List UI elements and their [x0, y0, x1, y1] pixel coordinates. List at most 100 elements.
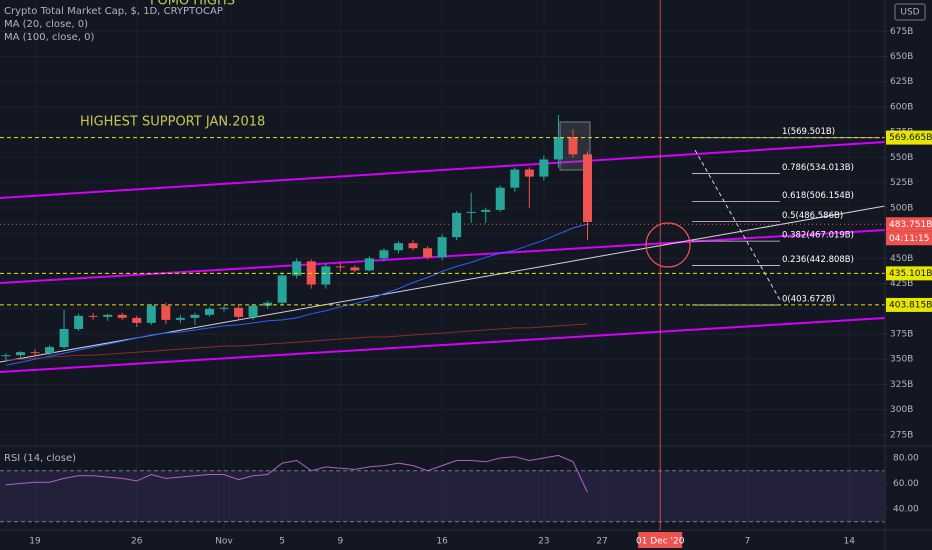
x-tick-label: Nov — [215, 537, 233, 547]
price-label: 435.101B — [889, 269, 932, 279]
y-tick-label: 80.00 — [893, 453, 919, 463]
price-badge — [886, 297, 932, 312]
countdown-badge — [886, 231, 932, 246]
candle-body — [452, 212, 462, 238]
candle-body — [74, 315, 84, 329]
price-badge — [886, 130, 932, 145]
price-label: 403.815B — [889, 300, 932, 310]
candle-body — [161, 305, 171, 320]
y-tick-label: 625B — [890, 77, 913, 87]
fib-label: 0.236(442.808B) — [782, 255, 854, 265]
candle-body — [539, 159, 549, 177]
candle-body — [437, 237, 447, 258]
price-label: 569.665B — [889, 133, 932, 143]
candle-body — [88, 315, 98, 317]
currency: USD — [900, 8, 919, 18]
candle-body — [15, 352, 25, 356]
y-tick-label: 40.00 — [893, 504, 919, 514]
y-tick-label: 275B — [890, 430, 913, 440]
rsi-line — [5, 454, 588, 493]
y-tick-label: 60.00 — [893, 479, 919, 489]
candle-body — [234, 307, 244, 317]
candle-body — [204, 308, 214, 315]
candle-body — [568, 137, 578, 155]
candle-body — [248, 305, 258, 317]
candle-body — [583, 154, 592, 222]
candle-body — [466, 211, 476, 213]
candle-body — [30, 352, 40, 354]
projection-line — [694, 149, 781, 301]
target-circle — [645, 222, 691, 268]
channel-upper — [0, 141, 886, 199]
symbol-title: Crypto Total Market Cap, $, 1D, CRYPTOCA… — [4, 6, 223, 17]
fib-label: 1(569.501B) — [782, 127, 835, 137]
fib-label: 0.5(486.586B) — [782, 211, 843, 221]
candle-body — [146, 305, 156, 323]
fib-label: 0.786(534.013B) — [782, 163, 854, 173]
y-tick-label: 500B — [890, 203, 913, 213]
x-tick-label: 19 — [29, 537, 41, 547]
x-tick-label: 7 — [745, 537, 751, 547]
x-tick-label: 27 — [596, 537, 607, 547]
y-tick-label: 600B — [890, 102, 913, 112]
candle-body — [423, 248, 433, 258]
y-tick-label: 650B — [890, 52, 913, 62]
indicator-ma100: MA (100, close, 0) — [4, 32, 94, 43]
plot-area — [0, 115, 885, 523]
price-label: 483.751B — [889, 220, 932, 230]
x-tick-label: 01 Dec '20 — [636, 537, 685, 547]
y-tick-label: 325B — [890, 380, 913, 390]
crosshair-badge — [638, 532, 683, 548]
candle-body — [45, 347, 55, 354]
moving-average — [5, 223, 588, 366]
candle-body — [510, 169, 520, 188]
candle-body — [277, 275, 287, 303]
channel-lower — [0, 317, 886, 373]
countdown: 04:11:15 — [889, 234, 929, 244]
candle-body — [219, 307, 229, 309]
fib-label: 0.618(506.154B) — [782, 191, 854, 201]
candle-body — [364, 258, 374, 271]
candle-body — [175, 317, 185, 320]
fib-label: 0.382(467.019B) — [782, 231, 854, 241]
candle-body — [495, 187, 505, 210]
x-tick-label: 14 — [843, 537, 855, 547]
x-tick-label: 23 — [538, 537, 549, 547]
x-tick-label: 9 — [337, 537, 343, 547]
candle-body — [292, 261, 302, 276]
price-badge — [886, 217, 932, 232]
rsi-title: RSI (14, close) — [4, 453, 76, 464]
candle-body — [481, 209, 491, 212]
candle-body — [408, 243, 418, 249]
candle-body — [263, 302, 273, 306]
moving-average — [5, 323, 588, 361]
x-tick-label: 5 — [279, 537, 285, 547]
y-tick-label: 350B — [890, 355, 913, 365]
y-tick-label: 550B — [890, 153, 913, 163]
candle-body — [132, 317, 142, 323]
fib-label: 0(403.672B) — [782, 295, 835, 305]
x-tick-label: 16 — [436, 537, 448, 547]
price-badge — [886, 266, 932, 281]
candle-body — [379, 250, 389, 259]
annotation: HIGHEST SUPPORT JAN.2018 — [80, 115, 265, 130]
y-tick-label: 525B — [890, 178, 913, 188]
y-tick-label: 450B — [890, 254, 913, 264]
candle-body — [350, 267, 360, 271]
candle-body — [335, 266, 345, 268]
candle-body — [190, 314, 200, 318]
y-tick-label: 425B — [890, 279, 913, 289]
y-tick-label: 375B — [890, 330, 913, 340]
candle-body — [553, 137, 563, 160]
candle-body — [524, 169, 534, 177]
candle-body — [59, 328, 69, 348]
candle-body — [321, 266, 331, 285]
indicator-ma20: MA (20, close, 0) — [4, 19, 88, 30]
y-tick-label: 300B — [890, 405, 913, 415]
x-tick-label: 26 — [131, 537, 143, 547]
currency-badge — [894, 3, 926, 21]
candle-body — [1, 355, 11, 357]
candle-body — [103, 314, 113, 317]
